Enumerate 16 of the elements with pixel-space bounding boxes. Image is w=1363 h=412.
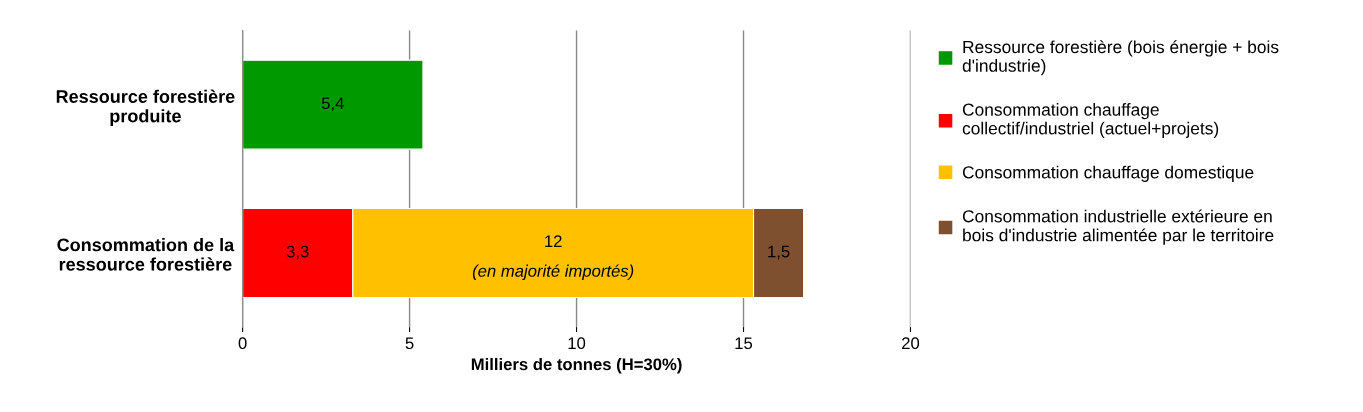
data-label: 1,5 xyxy=(768,245,790,260)
x-tick-label: 20 xyxy=(902,337,920,350)
x-tick-label: 10 xyxy=(568,337,586,350)
legend-label: Consommation chauffage domestique xyxy=(962,165,1254,182)
y-tick-label: Consommation de la ressource forestière xyxy=(57,238,235,271)
legend-label: Consommation chauffage collectif/industriel (actuel+projets) xyxy=(962,103,1219,138)
legend-label: Ressource forestière (bois énergie + bois d'industrie) xyxy=(962,40,1279,76)
data-label: 12 (en majorité importés) xyxy=(472,235,634,281)
x-axis-title: Milliers de tonnes (H=30%) xyxy=(471,357,682,374)
data-label: 3,3 xyxy=(286,245,309,260)
y-tick-label: Ressource forestière produite xyxy=(56,89,235,126)
x-tick-label: 15 xyxy=(735,337,753,350)
data-label: 5,4 xyxy=(321,97,344,112)
x-tick-label: 5 xyxy=(405,337,414,350)
legend-label: Consommation industrielle extérieure en bois d'industrie alimentée par le territoire xyxy=(962,209,1274,245)
x-tick-label: 0 xyxy=(238,337,247,350)
